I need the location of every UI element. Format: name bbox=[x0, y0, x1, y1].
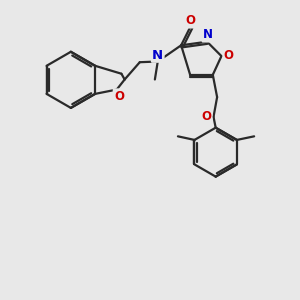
Text: N: N bbox=[203, 28, 213, 41]
Text: O: O bbox=[224, 49, 234, 62]
Text: O: O bbox=[201, 110, 211, 123]
Text: O: O bbox=[185, 14, 195, 27]
Text: O: O bbox=[114, 89, 124, 103]
Text: N: N bbox=[152, 49, 163, 62]
